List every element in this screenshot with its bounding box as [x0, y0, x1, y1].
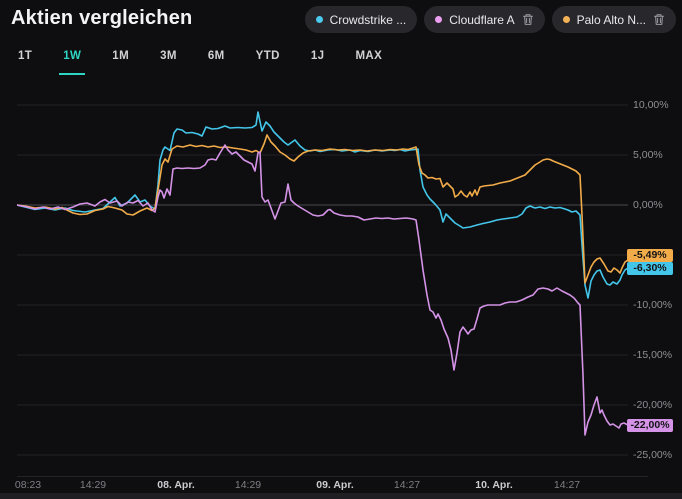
tab-max[interactable]: MAX [355, 50, 383, 62]
current-value-badge-palo-alto-networks: -5,49% [627, 249, 673, 262]
stock-chip-paloalton[interactable]: Palo Alto N... [551, 6, 676, 33]
x-tick-6: 10. Apr. [475, 479, 513, 491]
x-tick-1: 14:29 [79, 479, 107, 491]
series-line-palo-alto-networks [17, 134, 628, 284]
tab-6m[interactable]: 6M [207, 50, 225, 62]
current-value-badge-cloudflare: -22,00% [627, 419, 673, 432]
tab-1w[interactable]: 1W [59, 46, 86, 75]
stock-color-dot [562, 16, 570, 23]
page-title: Aktien vergleichen [11, 7, 193, 29]
bottom-panel-edge [0, 493, 682, 499]
stock-color-dot [435, 16, 443, 23]
delete-icon[interactable] [522, 13, 534, 26]
x-tick-2: 08. Apr. [157, 479, 195, 491]
current-value-badge-crowdstrike: -6,30% [627, 262, 673, 275]
tab-1t[interactable]: 1T [18, 50, 33, 62]
stock-chip-list: Crowdstrike ... Cloudflare A Palo Alto N..… [304, 6, 676, 33]
x-tick-5: 14:27 [393, 479, 421, 491]
x-tick-4: 09. Apr. [316, 479, 354, 491]
y-tick-0: 0,00% [633, 199, 663, 211]
tab-1j[interactable]: 1J [310, 50, 325, 62]
y-tick--20: -20,00% [633, 399, 673, 411]
y-tick--25: -25,00% [633, 449, 673, 461]
delete-icon[interactable] [653, 13, 665, 26]
x-axis-line [17, 476, 648, 477]
tab-ytd[interactable]: YTD [255, 50, 280, 62]
stock-chip-label: Crowdstrike ... [329, 12, 407, 27]
y-tick-10: 10,00% [633, 99, 669, 111]
stock-chip-cloudflarea[interactable]: Cloudflare A [424, 6, 545, 33]
series-line-cloudflare [17, 144, 628, 436]
tab-1m[interactable]: 1M [112, 50, 130, 62]
y-tick-5: 5,00% [633, 149, 663, 161]
x-tick-0: 08:23 [14, 479, 42, 491]
comparison-chart[interactable] [17, 95, 628, 460]
y-tick--10: -10,00% [633, 299, 673, 311]
tab-3m[interactable]: 3M [160, 50, 177, 62]
stock-color-dot [315, 16, 323, 23]
stock-chip-label: Palo Alto N... [576, 12, 646, 27]
stock-chip-crowdstrike[interactable]: Crowdstrike ... [304, 6, 418, 33]
y-tick--15: -15,00% [633, 349, 673, 361]
x-tick-7: 14:27 [553, 479, 581, 491]
x-tick-3: 14:29 [234, 479, 262, 491]
timerange-tabs: 1T 1W 1M 3M 6M YTD 1J MAX [14, 46, 386, 75]
stock-chip-label: Cloudflare A [449, 12, 515, 27]
